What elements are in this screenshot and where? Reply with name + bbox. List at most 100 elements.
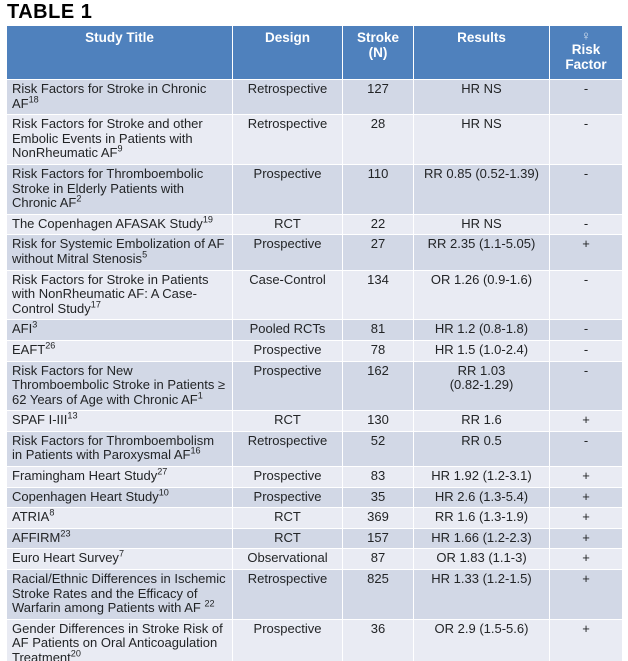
stroke-n-cell: 22 bbox=[342, 213, 414, 236]
risk-factor-cell: + bbox=[549, 527, 623, 550]
reference-superscript: 10 bbox=[158, 487, 169, 498]
stroke-n-cell: 35 bbox=[342, 486, 414, 509]
reference-superscript: 1 bbox=[197, 390, 203, 401]
results-cell: RR 0.5 bbox=[413, 430, 550, 468]
design-cell: Prospective bbox=[232, 163, 343, 215]
design-cell: Prospective bbox=[232, 234, 343, 271]
study-title-cell: Risk Factors for Stroke in Patients with… bbox=[6, 269, 233, 321]
reference-superscript: 17 bbox=[90, 299, 101, 310]
study-title-cell: AFFIRM23 bbox=[6, 527, 233, 550]
reference-superscript: 27 bbox=[157, 466, 168, 477]
table-row: ATRIA8 RCT 369 RR 1.6 (1.3-1.9) + bbox=[6, 507, 623, 529]
column-header-results: Results bbox=[413, 25, 550, 80]
stroke-n-cell: 28 bbox=[342, 114, 414, 165]
table-row: Copenhagen Heart Study10 Prospective 35 HR … bbox=[6, 486, 623, 509]
results-cell: HR 2.6 (1.3-5.4) bbox=[413, 486, 550, 509]
table-body: Risk Factors for Stroke in Chronic AF18 R… bbox=[6, 78, 623, 661]
table-row: The Copenhagen AFASAK Study19 RCT 22 HR NS - bbox=[6, 213, 623, 236]
design-cell: Prospective bbox=[232, 360, 343, 412]
table-row: Risk Factors for Stroke in Chronic AF18 R… bbox=[6, 78, 623, 116]
results-cell: HR 1.92 (1.2-3.1) bbox=[413, 466, 550, 488]
study-title-cell: Risk Factors for Thromboembolism in Pati… bbox=[6, 430, 233, 468]
risk-factor-cell: + bbox=[549, 618, 623, 661]
design-cell: Retrospective bbox=[232, 430, 343, 468]
results-cell: OR 1.83 (1.1-3) bbox=[413, 548, 550, 571]
stroke-n-cell: 130 bbox=[342, 410, 414, 432]
table-row: AFFIRM23 RCT 157 HR 1.66 (1.2-2.3) + bbox=[6, 527, 623, 550]
page-title: TABLE 1 bbox=[7, 1, 93, 23]
stroke-n-cell: 127 bbox=[342, 78, 414, 116]
risk-factor-cell: + bbox=[549, 410, 623, 432]
column-header-design: Design bbox=[232, 25, 343, 80]
risk-factor-cell: - bbox=[549, 430, 623, 468]
stroke-n-cell: 83 bbox=[342, 466, 414, 488]
reference-superscript: 23 bbox=[60, 528, 71, 539]
results-cell: OR 2.9 (1.5-5.6) bbox=[413, 618, 550, 661]
table-header: Study Title Design Stroke (N) Results ♀ R… bbox=[6, 25, 623, 80]
column-header-stroke-n: Stroke (N) bbox=[342, 25, 414, 80]
column-header-risk-factor: ♀ Risk Factor bbox=[549, 25, 623, 80]
design-cell: RCT bbox=[232, 507, 343, 529]
risk-factor-cell: - bbox=[549, 339, 623, 362]
reference-superscript: 5 bbox=[142, 249, 148, 260]
study-title-cell: Racial/Ethnic Differences in Ischemic St… bbox=[6, 569, 233, 620]
reference-superscript: 2 bbox=[76, 193, 82, 204]
results-cell: RR 0.85 (0.52-1.39) bbox=[413, 163, 550, 215]
stroke-n-cell: 81 bbox=[342, 319, 414, 341]
stroke-n-cell: 78 bbox=[342, 339, 414, 362]
reference-superscript: 13 bbox=[67, 410, 78, 421]
reference-superscript: 20 bbox=[70, 648, 81, 659]
table-row: Risk Factors for Stroke in Patients with… bbox=[6, 269, 623, 321]
risk-factor-cell: + bbox=[549, 466, 623, 488]
results-cell: RR 1.6 bbox=[413, 410, 550, 432]
study-title-cell: Risk Factors for Stroke and other Emboli… bbox=[6, 114, 233, 165]
design-cell: RCT bbox=[232, 527, 343, 550]
results-cell: HR NS bbox=[413, 78, 550, 116]
stroke-n-cell: 162 bbox=[342, 360, 414, 412]
risk-factor-cell: - bbox=[549, 78, 623, 116]
table-row: Risk Factors for Thromboembolism in Pati… bbox=[6, 430, 623, 468]
risk-factor-cell: - bbox=[549, 163, 623, 215]
results-cell: HR 1.2 (0.8-1.8) bbox=[413, 319, 550, 341]
risk-factor-cell: + bbox=[549, 486, 623, 509]
table-row: Racial/Ethnic Differences in Ischemic St… bbox=[6, 569, 623, 620]
table-row: EAFT26 Prospective 78 HR 1.5 (1.0-2.4) - bbox=[6, 339, 623, 362]
results-cell: RR 1.03 (0.82-1.29) bbox=[413, 360, 550, 412]
table-row: Gender Differences in Stroke Risk of AF … bbox=[6, 618, 623, 661]
study-title-cell: Risk Factors for New Thromboembolic Stro… bbox=[6, 360, 233, 412]
results-cell: HR NS bbox=[413, 213, 550, 236]
risk-factor-cell: + bbox=[549, 507, 623, 529]
reference-superscript: 8 bbox=[49, 507, 55, 518]
risk-factor-cell: - bbox=[549, 114, 623, 165]
study-title-cell: ATRIA8 bbox=[6, 507, 233, 529]
column-header-risk-factor-label: Risk Factor bbox=[565, 42, 607, 72]
table-row: SPAF I-III13 RCT 130 RR 1.6 + bbox=[6, 410, 623, 432]
design-cell: Retrospective bbox=[232, 78, 343, 116]
reference-superscript: 19 bbox=[202, 214, 213, 225]
design-cell: Retrospective bbox=[232, 569, 343, 620]
stroke-n-cell: 825 bbox=[342, 569, 414, 620]
reference-superscript: 26 bbox=[45, 340, 56, 351]
stroke-n-cell: 369 bbox=[342, 507, 414, 529]
design-cell: RCT bbox=[232, 410, 343, 432]
design-cell: Pooled RCTs bbox=[232, 319, 343, 341]
study-title-cell: Framingham Heart Study27 bbox=[6, 466, 233, 488]
study-title-cell: The Copenhagen AFASAK Study19 bbox=[6, 213, 233, 236]
risk-factor-cell: - bbox=[549, 319, 623, 341]
table-row: Risk for Systemic Embolization of AF wit… bbox=[6, 234, 623, 271]
design-cell: Prospective bbox=[232, 466, 343, 488]
study-title-cell: Gender Differences in Stroke Risk of AF … bbox=[6, 618, 233, 661]
stroke-n-cell: 87 bbox=[342, 548, 414, 571]
risk-factor-cell: + bbox=[549, 548, 623, 571]
reference-superscript: 7 bbox=[118, 549, 124, 560]
risk-factor-cell: + bbox=[549, 569, 623, 620]
header-row: Study Title Design Stroke (N) Results ♀ R… bbox=[6, 25, 623, 80]
results-cell: HR 1.5 (1.0-2.4) bbox=[413, 339, 550, 362]
risk-factor-cell: - bbox=[549, 269, 623, 321]
design-cell: Prospective bbox=[232, 618, 343, 661]
reference-superscript: 3 bbox=[32, 319, 38, 330]
risk-factor-cell: + bbox=[549, 234, 623, 271]
stroke-n-cell: 110 bbox=[342, 163, 414, 215]
design-cell: Retrospective bbox=[232, 114, 343, 165]
